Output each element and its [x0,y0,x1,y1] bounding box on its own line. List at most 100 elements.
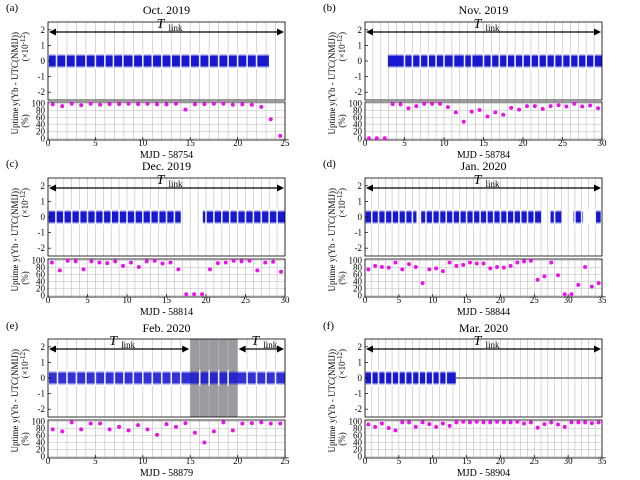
data-gap [384,209,387,225]
data-gap [151,370,154,386]
data-gap [170,370,173,386]
ytick-label-top: 2 [41,181,46,191]
uptime-point [447,260,452,265]
data-gap [370,209,373,225]
uptime-point [117,102,122,107]
uptime-point [576,420,581,425]
data-gap [94,370,97,386]
ylabel-bottom-unit: (%) [20,271,30,285]
data-gap [569,53,572,69]
ytick-label-top: -1 [355,72,363,82]
uptime-point [548,104,553,109]
tlink-arrow-head-right [277,184,284,192]
uptime-point [366,136,371,141]
data-gap [418,370,420,386]
ytick-label-top: 1 [358,40,363,50]
data-gap [134,209,136,225]
ytick-label-bottom: 60 [36,270,46,280]
ylabel-bottom-unit: (%) [337,114,347,128]
xtick-label: 5 [397,456,402,466]
ytick-label-top: 0 [358,56,363,66]
ylabel-unit-base: (×10 [337,361,347,379]
data-gap [553,53,556,69]
data-gap [56,370,59,386]
uptime-point [461,119,466,124]
ylabel-bottom-unit: (%) [337,432,347,446]
ytick-label-bottom: 20 [36,126,46,136]
data-gap [593,53,595,69]
uptime-point [509,105,514,110]
uptime-point [508,263,513,268]
uptime-point [278,421,283,426]
uptime-point [481,261,486,266]
uptime-point [215,261,220,266]
uptime-point [474,261,479,266]
plot-frame-bottom [47,101,286,141]
data-gap [142,53,144,69]
uptime-point [97,260,102,265]
data-gap [594,209,597,225]
uptime-point [60,429,65,434]
ylabel-bottom-unit: (%) [20,432,30,446]
data-gap [94,209,97,225]
ytick-label-bottom: 20 [36,444,46,454]
ytick-label-bottom: 40 [353,276,363,286]
uptime-point [549,420,554,425]
uptime-point [249,421,254,426]
uptime-point [136,423,141,428]
data-gap [65,53,67,69]
xtick-label: 35 [598,456,608,466]
ylabel-unit-close: ) [337,32,347,35]
data-gap [530,53,532,69]
data-gap [470,53,473,69]
data-gap [472,209,475,225]
x-axis-label: MJD - 58814 [140,307,193,318]
uptime-point [495,264,500,269]
ylabel-bottom: Uptime [327,107,337,134]
data-gap [452,53,455,69]
xtick-label: 25 [530,295,540,305]
data-band-halo [202,209,285,225]
ylabel-bottom-unit: (%) [20,114,30,128]
ytick-label-top: -2 [355,87,363,97]
uptime-point [469,109,474,114]
data-gap [217,53,220,69]
data-band-segment [365,372,456,384]
data-gap [445,209,448,225]
data-band-segment [202,211,285,223]
data-band-halo [595,209,601,225]
xtick-label: 5 [397,295,402,305]
uptime-point [400,267,405,272]
ytick-label-bottom: 20 [353,283,363,293]
tlink-arrow-head-left [366,345,373,353]
uptime-point [556,103,561,108]
ytick-label-top: 1 [41,40,46,50]
data-gap [411,370,414,386]
uptime-point [374,136,379,141]
xtick-label: 15 [186,456,196,466]
uptime-point [393,260,398,265]
ylabel-top-unit: (×10-12) [336,188,347,217]
data-gap [246,370,248,386]
uptime-point [379,264,384,269]
uptime-point [535,425,540,430]
data-gap [431,370,434,386]
tlink-subscript: link [169,23,184,33]
xtick-label: 20 [519,138,529,148]
data-band-segment [421,211,542,223]
uptime-point [549,260,554,265]
uptime-point [249,102,254,107]
data-gap [553,209,556,225]
ytick-label-bottom: 40 [36,437,46,447]
data-gap [438,370,441,386]
data-gap [151,53,154,69]
uptime-point [255,268,260,273]
data-band-halo [48,370,286,386]
data-gap [398,209,400,225]
panel-title: Nov. 2019 [459,3,509,17]
plot-frame-bottom [47,419,286,459]
data-gap [205,209,207,225]
data-gap [221,209,223,225]
ytick-label-bottom: 80 [36,263,46,273]
